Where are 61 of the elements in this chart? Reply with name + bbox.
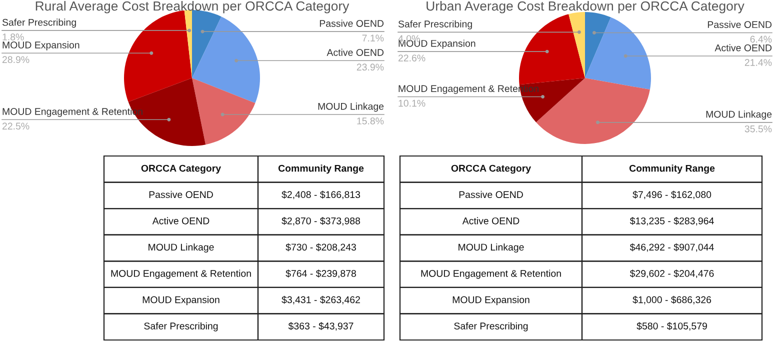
text: $764 - $239,878 xyxy=(286,270,356,278)
text: MOUD Expansion xyxy=(452,296,530,306)
text: $730 - $208,243 xyxy=(286,243,356,252)
chart-title: Urban Average Cost Breakdown per ORCCA Category xyxy=(426,1,744,14)
slice-label: MOUD Linkage xyxy=(706,110,772,120)
data-label: 22.6% xyxy=(398,54,426,62)
text: $1,000 - $686,326 xyxy=(632,296,712,304)
text: $29,602 - $204,476 xyxy=(630,270,714,278)
text: MOUD Linkage xyxy=(148,243,214,253)
pie-slice xyxy=(192,78,256,145)
pie-slice xyxy=(192,10,222,78)
pie-slice xyxy=(585,17,651,90)
text: MOUD Expansion xyxy=(142,296,220,306)
data-label: 1.8% xyxy=(2,34,24,40)
slice-label: Passive OEND xyxy=(320,20,384,27)
data-label: 10.1% xyxy=(398,100,426,107)
slice-label: Passive OEND xyxy=(708,20,772,28)
chart-title: Rural Average Cost Breakdown per ORCCA Category xyxy=(36,1,350,14)
text: Community Range xyxy=(629,164,715,174)
text: MOUD Linkage xyxy=(458,243,524,253)
slice-label: Active OEND xyxy=(326,48,384,56)
text: $7,496 - $162,080 xyxy=(632,190,712,200)
data-label: 22.5% xyxy=(2,122,30,130)
slice-label: MOUD Expansion xyxy=(2,41,80,50)
pie-slice xyxy=(192,16,260,104)
text: $363 - $43,937 xyxy=(288,322,354,331)
slice-label: MOUD Linkage xyxy=(318,102,384,112)
text: MOUD Engagement & Retention xyxy=(421,270,561,279)
pie-slice xyxy=(519,14,585,85)
text: $46,292 - $907,044 xyxy=(630,243,714,252)
text: $580 - $105,579 xyxy=(636,322,707,331)
data-label: 15.8% xyxy=(357,118,384,124)
text: ORCCA Category xyxy=(451,164,532,174)
data-label: 23.9% xyxy=(356,64,384,71)
data-label: 6.4% xyxy=(750,36,772,43)
text: Community Range xyxy=(278,164,364,174)
data-label: 28.9% xyxy=(2,56,30,64)
text: $2,408 - $166,813 xyxy=(282,190,360,200)
text: ORCCA Category xyxy=(141,164,222,174)
pie-slice xyxy=(568,12,585,78)
slice-label: Safer Prescribing xyxy=(398,20,472,30)
text: Passive OEND xyxy=(459,190,523,198)
data-label: 7.1% xyxy=(362,34,384,42)
text: Passive OEND xyxy=(149,190,213,198)
data-label: 4.0% xyxy=(398,35,420,42)
slice-label: Safer Prescribing xyxy=(2,18,76,28)
text: Safer Prescribing xyxy=(144,322,218,332)
text: $3,431 - $263,462 xyxy=(282,296,360,304)
text: Active OEND xyxy=(152,217,210,224)
pie-slice xyxy=(184,10,192,78)
pie-slice xyxy=(585,12,611,78)
text: MOUD Engagement & Retention xyxy=(111,270,251,279)
text: $2,870 - $373,988 xyxy=(282,217,360,226)
text: $13,235 - $283,964 xyxy=(630,217,714,226)
slice-label: MOUD Expansion xyxy=(398,40,476,49)
text: Safer Prescribing xyxy=(454,322,528,332)
pie-slice xyxy=(124,10,192,102)
text: Active OEND xyxy=(462,217,520,224)
data-label: 21.4% xyxy=(744,59,772,66)
data-label: 35.5% xyxy=(744,125,772,132)
slice-label: Active OEND xyxy=(714,44,772,52)
